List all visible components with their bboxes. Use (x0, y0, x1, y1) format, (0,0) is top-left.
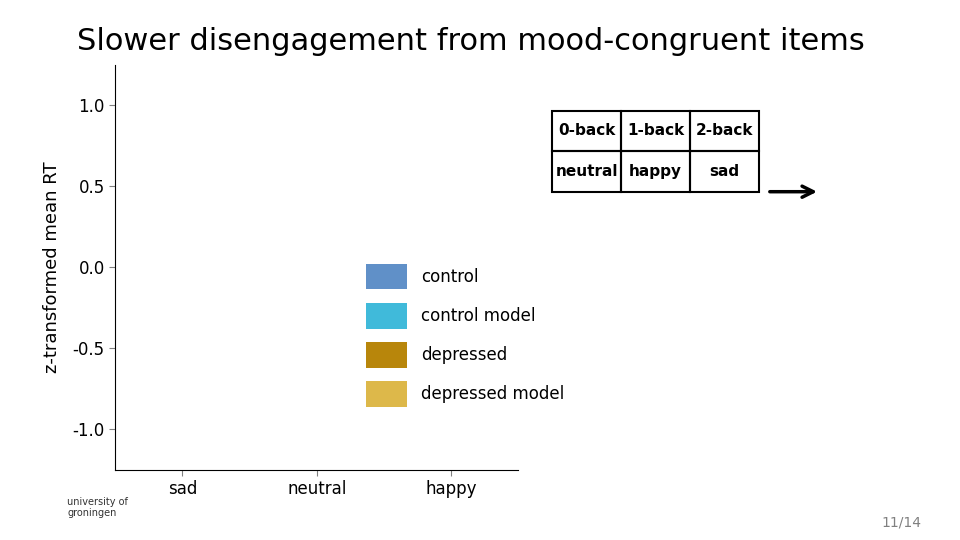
Text: neutral: neutral (555, 164, 618, 179)
Legend: control, control model, depressed, depressed model: control, control model, depressed, depre… (357, 255, 572, 415)
Text: 2-back: 2-back (696, 124, 754, 138)
Text: 1-back: 1-back (627, 124, 684, 138)
Text: 11/14: 11/14 (881, 515, 922, 529)
Text: sad: sad (709, 164, 740, 179)
Y-axis label: z-transformed mean RT: z-transformed mean RT (43, 161, 61, 373)
Text: happy: happy (629, 164, 683, 179)
Text: 0-back: 0-back (558, 124, 615, 138)
Text: university of
groningen: university of groningen (67, 497, 128, 518)
Text: Slower disengagement from mood-congruent items: Slower disengagement from mood-congruent… (77, 27, 865, 56)
